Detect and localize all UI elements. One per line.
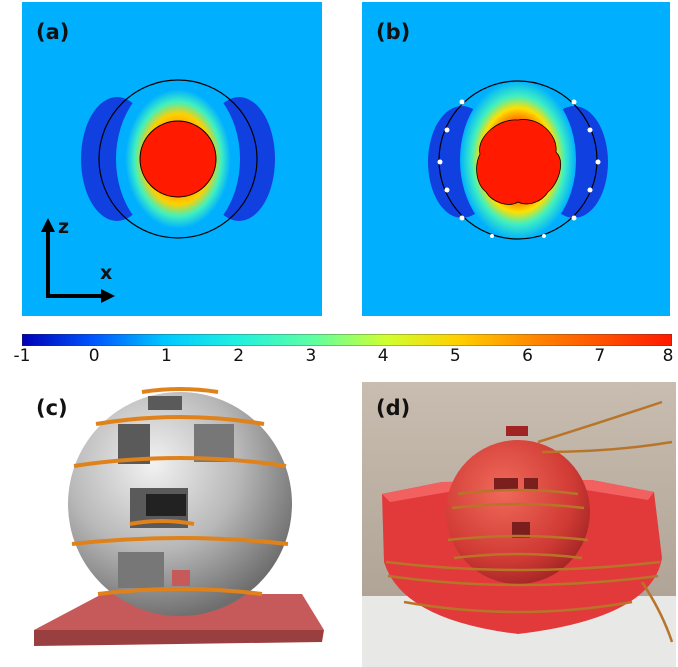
- z-arrow-head: [41, 218, 55, 232]
- outer-shell-outline: [98, 79, 258, 239]
- panel-d: (d): [362, 382, 676, 667]
- colorbar-tick-label: 1: [161, 346, 172, 366]
- axis-indicator: [41, 218, 115, 303]
- colorbar-gradient: [22, 334, 672, 346]
- colorbar-tick-label: 5: [449, 346, 461, 366]
- colorbar-tick-label: 4: [377, 346, 389, 366]
- colorbar-tick-label: 7: [594, 346, 606, 366]
- field-map-b: [362, 2, 670, 316]
- coil-hotspots: [437, 99, 601, 238]
- panel-label-b: (b): [376, 20, 411, 44]
- panel-label-d: (d): [376, 396, 411, 420]
- x-arrow-head: [101, 289, 115, 303]
- printed-coil-photo: [362, 382, 676, 667]
- inner-coil-region: [476, 119, 561, 205]
- panel-a: (a) z x: [22, 2, 322, 316]
- z-axis-label: z: [58, 216, 70, 238]
- colorbar-tick-label: 8: [662, 346, 674, 366]
- colorbar: [22, 334, 672, 346]
- copper-windings: [385, 400, 674, 643]
- panel-c: (c): [22, 372, 334, 667]
- inner-printed-sphere: [446, 440, 590, 584]
- colorbar-tick-label: 6: [522, 346, 533, 366]
- field-map-a: [22, 2, 322, 316]
- colorbar-tick-label: 3: [305, 346, 317, 366]
- colorbar-tick-label: -1: [13, 346, 31, 366]
- colorbar-tick-label: 0: [88, 346, 100, 366]
- inner-sphere: [139, 120, 217, 198]
- coil-windings: [71, 387, 289, 596]
- coil-model-render: [22, 372, 334, 667]
- panel-label-c: (c): [36, 396, 68, 420]
- x-axis-label: x: [100, 262, 113, 284]
- printed-windows: [494, 478, 538, 538]
- colorbar-tick-label: 2: [233, 346, 245, 366]
- panel-b: (b): [362, 2, 670, 316]
- panel-label-a: (a): [36, 20, 70, 44]
